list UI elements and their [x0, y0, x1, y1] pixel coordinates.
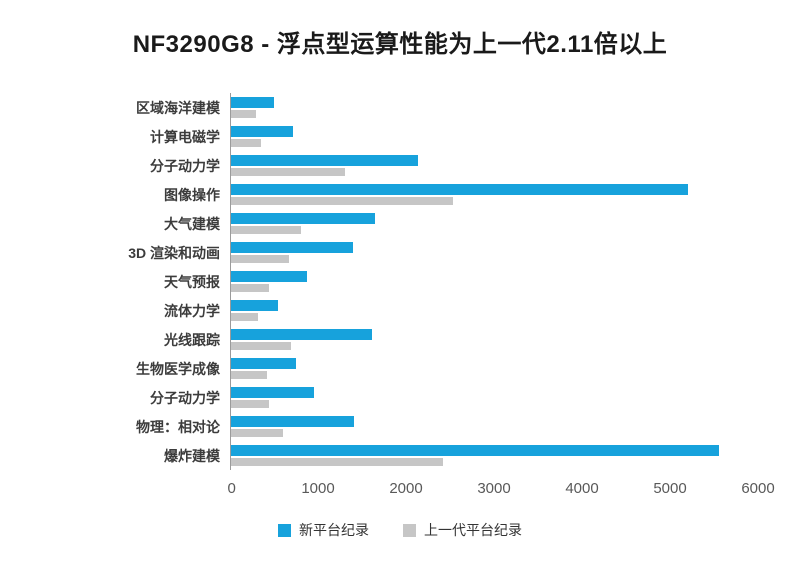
category-label: 大气建模	[164, 215, 220, 232]
chart-row: 图像操作	[42, 180, 758, 209]
bar-prev-platform	[231, 226, 302, 234]
category-label: 分子动力学	[150, 389, 220, 406]
bar-group	[230, 354, 758, 383]
category-label: 物理：相对论	[136, 418, 220, 435]
category-label: 图像操作	[164, 186, 220, 203]
bar-prev-platform	[231, 429, 283, 437]
chart-row: 分子动力学	[42, 151, 758, 180]
chart-row: 3D 渲染和动画	[42, 238, 758, 267]
bar-new-platform	[231, 387, 314, 398]
chart-row: 天气预报	[42, 267, 758, 296]
chart-rows: 区域海洋建模 计算电磁学 分子动力学 图像操作 大气建模 3D 渲染和动画 天气预报 流体力学…	[42, 93, 758, 470]
bar-prev-platform	[231, 110, 256, 118]
category-label: 区域海洋建模	[136, 99, 220, 116]
bar-group	[230, 209, 758, 238]
bar-new-platform	[231, 213, 376, 224]
category-label: 生物医学成像	[136, 360, 220, 377]
bar-prev-platform	[231, 284, 269, 292]
bar-new-platform	[231, 416, 354, 427]
bar-prev-platform	[231, 197, 454, 205]
legend-label: 新平台纪录	[299, 522, 369, 538]
category-label: 3D 渲染和动画	[128, 244, 220, 261]
category-label: 天气预报	[164, 273, 220, 290]
chart-row: 流体力学	[42, 296, 758, 325]
legend-item-new-platform: 新平台纪录	[278, 520, 369, 540]
bar-group	[230, 93, 758, 122]
chart-legend: 新平台纪录 上一代平台纪录	[42, 520, 758, 540]
x-tick-label: 5000	[653, 480, 687, 497]
bar-group	[230, 441, 758, 470]
bar-new-platform	[231, 300, 278, 311]
category-label: 计算电磁学	[150, 128, 220, 145]
bar-group	[230, 238, 758, 267]
bar-group	[230, 383, 758, 412]
bar-prev-platform	[231, 313, 259, 321]
bar-new-platform	[231, 155, 419, 166]
bar-new-platform	[231, 97, 275, 108]
bar-group	[230, 267, 758, 296]
x-tick-label: 0	[227, 480, 236, 497]
bar-prev-platform	[231, 342, 291, 350]
chart-row: 生物医学成像	[42, 354, 758, 383]
x-tick-label: 1000	[301, 480, 335, 497]
bar-new-platform	[231, 445, 720, 456]
x-tick-label: 4000	[565, 480, 599, 497]
bar-new-platform	[231, 329, 372, 340]
bar-group	[230, 180, 758, 209]
bar-group	[230, 151, 758, 180]
chart-row: 大气建模	[42, 209, 758, 238]
x-tick-label: 2000	[389, 480, 423, 497]
legend-swatch-icon	[278, 523, 291, 537]
legend-item-prev-platform: 上一代平台纪录	[403, 520, 522, 540]
x-axis: 0 1000 2000 3000 4000 5000 6000	[227, 476, 774, 502]
bar-prev-platform	[231, 168, 346, 176]
category-label: 分子动力学	[150, 157, 220, 174]
bar-prev-platform	[231, 139, 261, 147]
category-label: 光线跟踪	[164, 331, 220, 348]
bar-new-platform	[231, 184, 688, 195]
bar-new-platform	[231, 242, 354, 253]
bar-new-platform	[231, 271, 307, 282]
chart-row: 爆炸建模	[42, 441, 758, 470]
legend-label: 上一代平台纪录	[424, 522, 522, 538]
chart-row: 计算电磁学	[42, 122, 758, 151]
bar-prev-platform	[231, 371, 267, 379]
chart-row: 分子动力学	[42, 383, 758, 412]
bar-chart: 区域海洋建模 计算电磁学 分子动力学 图像操作 大气建模 3D 渲染和动画 天气预报 流体力学…	[0, 93, 800, 540]
legend-swatch-icon	[403, 523, 416, 537]
bar-new-platform	[231, 358, 296, 369]
bar-new-platform	[231, 126, 294, 137]
chart-row: 光线跟踪	[42, 325, 758, 354]
bar-group	[230, 122, 758, 151]
x-tick-label: 6000	[741, 480, 775, 497]
bar-group	[230, 325, 758, 354]
chart-row: 物理：相对论	[42, 412, 758, 441]
category-label: 流体力学	[164, 302, 220, 319]
bar-group	[230, 412, 758, 441]
category-label: 爆炸建模	[164, 447, 220, 464]
bar-prev-platform	[231, 255, 289, 263]
chart-row: 区域海洋建模	[42, 93, 758, 122]
bar-prev-platform	[231, 458, 443, 466]
bar-prev-platform	[231, 400, 269, 408]
chart-title: NF3290G8 - 浮点型运算性能为上一代2.11倍以上	[132, 31, 668, 58]
x-tick-label: 3000	[477, 480, 511, 497]
bar-group	[230, 296, 758, 325]
